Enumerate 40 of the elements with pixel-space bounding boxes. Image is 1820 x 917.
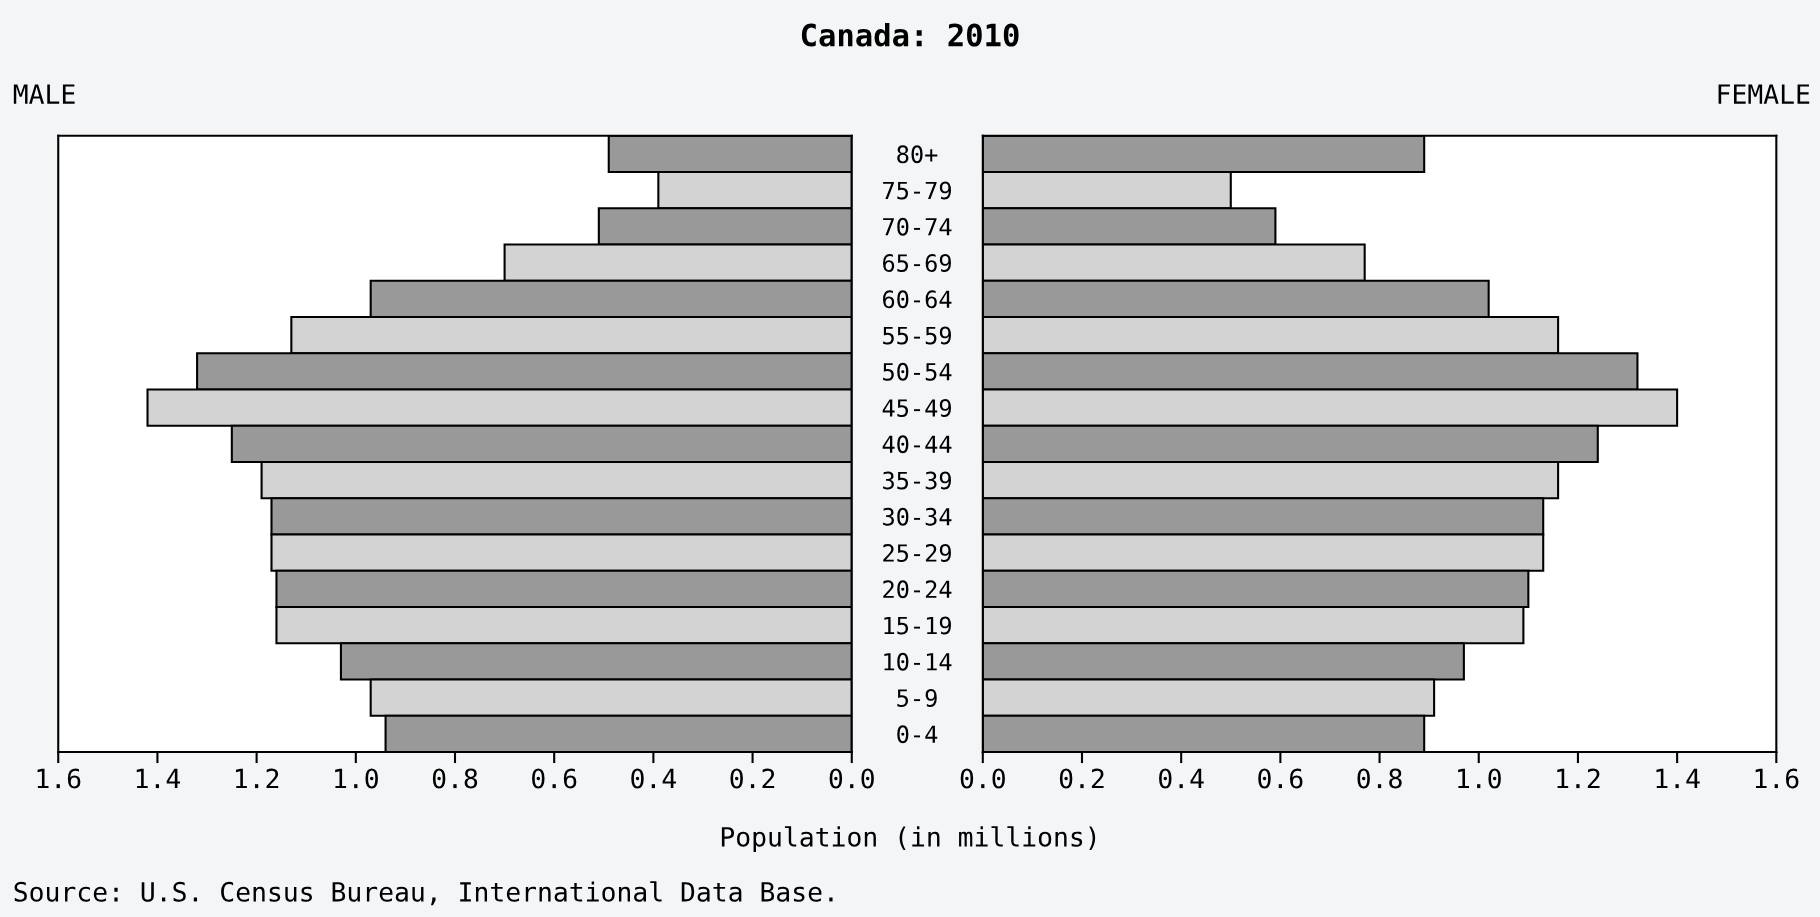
y-tick-label: 30-34 — [883, 507, 952, 526]
y-tick-label: 50-54 — [883, 362, 952, 381]
y-tick-label: 20-24 — [883, 580, 952, 599]
x-tick-label: 0.4 — [1159, 768, 1204, 789]
y-tick-label: 80+ — [897, 145, 938, 164]
x-tick-label: 0.8 — [1357, 768, 1402, 789]
x-tick-label: 0.4 — [631, 768, 676, 789]
y-tick-label: 25-29 — [883, 544, 951, 562]
y-tick-label: 5-9 — [897, 689, 937, 707]
y-tick-label: 75-79 — [883, 181, 951, 200]
x-axis-title: Population (in millions) — [721, 826, 1096, 852]
y-tick-label: 10-14 — [884, 652, 952, 671]
x-tick-label: 0.6 — [532, 768, 577, 789]
y-tick-label: 55-59 — [883, 326, 951, 345]
x-tick-label: 0.2 — [1059, 768, 1104, 789]
x-tick-label: 1.0 — [1458, 768, 1501, 789]
text: MALE — [13, 84, 75, 104]
x-tick-label: 1.4 — [1656, 768, 1700, 789]
x-tick-label: 1.6 — [1755, 768, 1799, 789]
y-tick-label: 65-69 — [883, 254, 951, 272]
x-tick-label: 1.6 — [37, 768, 81, 789]
x-tick-label: 1.0 — [335, 768, 378, 789]
x-tick-label: 1.4 — [136, 768, 180, 789]
x-tick-label: 1.2 — [1557, 768, 1600, 789]
source-note: Source: U.S. Census Bureau, International Data Base. — [14, 881, 833, 906]
x-tick-label: 0.0 — [960, 768, 1005, 789]
y-tick-label: 70-74 — [883, 217, 952, 236]
chart-title: Canada: 2010 — [801, 22, 1019, 47]
y-tick-label: 45-49 — [882, 399, 951, 417]
y-tick-label: 35-39 — [883, 471, 951, 490]
x-tick-label: 0.2 — [730, 768, 775, 789]
text: FEMALE — [1718, 84, 1810, 104]
y-tick-label: 60-64 — [883, 290, 952, 309]
x-tick-label: 1.2 — [235, 768, 279, 789]
x-tick-label: 0.8 — [432, 768, 478, 789]
y-tick-label: 0-4 — [897, 725, 938, 744]
y-tick-label: 15-19 — [884, 616, 951, 635]
x-tick-label: 0.0 — [829, 768, 874, 789]
x-tick-label: 0.6 — [1258, 768, 1303, 789]
y-tick-label: 40-44 — [882, 435, 952, 454]
